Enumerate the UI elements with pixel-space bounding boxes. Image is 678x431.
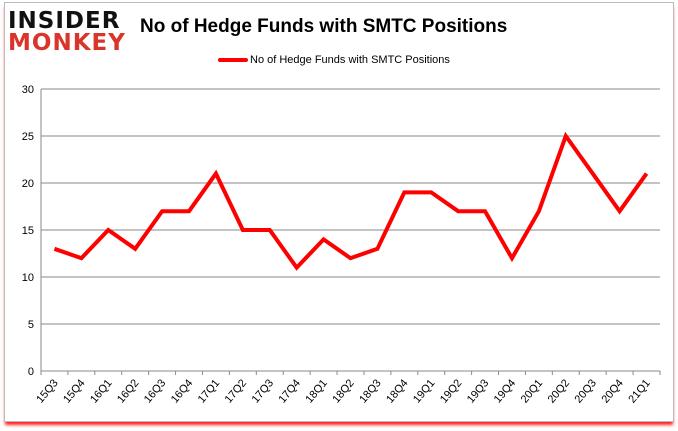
legend-swatch <box>218 58 248 62</box>
y-tick-label: 30 <box>22 84 34 96</box>
x-tick-label: 20Q2 <box>546 377 572 405</box>
x-tick-label: 20Q3 <box>573 377 599 405</box>
x-tick-label: 17Q1 <box>196 377 222 405</box>
x-tick-label: 17Q4 <box>276 377 302 405</box>
legend-label: No of Hedge Funds with SMTC Positions <box>250 54 450 66</box>
y-tick-label: 20 <box>22 178 34 190</box>
y-tick-label: 10 <box>22 272 34 284</box>
x-tick-label: 18Q1 <box>303 377 329 405</box>
logo-line2: MONKEY <box>8 30 126 56</box>
insider-monkey-logo: INSIDER MONKEY <box>8 8 126 56</box>
series-line <box>53 131 649 271</box>
x-tick-label: 15Q3 <box>34 377 60 405</box>
x-tick-label: 16Q1 <box>88 377 114 405</box>
x-tick-label: 16Q2 <box>115 377 141 405</box>
x-tick-label: 15Q4 <box>61 377 87 405</box>
x-tick-label: 16Q4 <box>169 377 195 405</box>
x-tick-label: 19Q2 <box>438 377 464 405</box>
x-tick-label: 20Q4 <box>599 377 625 405</box>
x-tick-label: 17Q2 <box>223 377 249 405</box>
x-tick-label: 18Q3 <box>357 377 383 405</box>
x-tick-label: 19Q4 <box>492 377 518 405</box>
x-tick-label: 19Q1 <box>411 377 437 405</box>
x-tick-label: 20Q1 <box>519 377 545 405</box>
x-tick-label: 18Q4 <box>384 377 410 405</box>
y-tick-label: 15 <box>22 225 34 237</box>
x-tick-label: 19Q3 <box>465 377 491 405</box>
chart-title: No of Hedge Funds with SMTC Positions <box>140 16 508 37</box>
logo-line1: INSIDER <box>8 8 121 34</box>
x-tick-label: 17Q3 <box>250 377 276 405</box>
legend: No of Hedge Funds with SMTC Positions <box>218 54 450 66</box>
y-tick-label: 0 <box>28 366 34 378</box>
y-tick-label: 25 <box>22 131 34 143</box>
x-tick-label: 16Q3 <box>142 377 168 405</box>
y-tick-label: 5 <box>28 319 34 331</box>
x-tick-label: 21Q1 <box>626 377 652 405</box>
x-tick-label: 18Q2 <box>330 377 356 405</box>
chart-frame <box>4 2 674 422</box>
